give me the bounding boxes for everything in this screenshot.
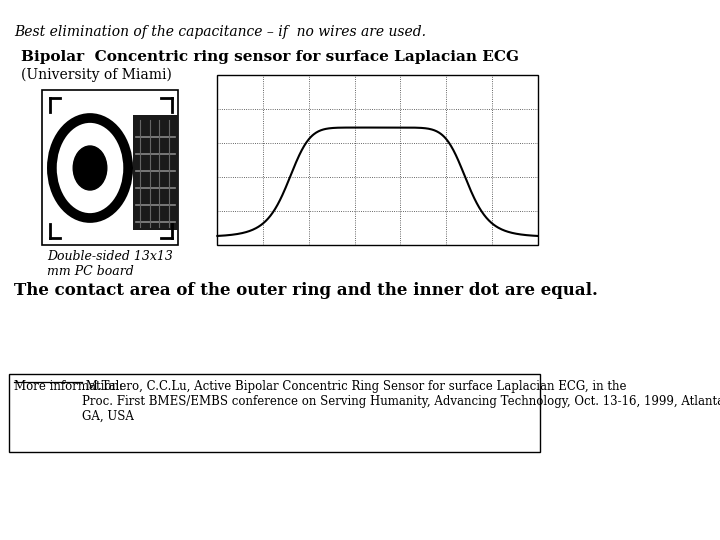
Bar — [9, 374, 540, 452]
Circle shape — [73, 146, 107, 190]
Bar — [133, 115, 178, 230]
Text: M.Talero, C.C.Lu, Active Bipolar Concentric Ring Sensor for surface Laplacian EC: M.Talero, C.C.Lu, Active Bipolar Concent… — [81, 380, 720, 423]
Text: (University of Miami): (University of Miami) — [22, 68, 172, 83]
Text: Double-sided 13x13
mm PC board: Double-sided 13x13 mm PC board — [48, 250, 174, 278]
Bar — [42, 90, 178, 245]
Bar — [217, 75, 538, 245]
Text: Best elimination of the capacitance – if  no wires are used.: Best elimination of the capacitance – if… — [14, 25, 426, 39]
Text: The contact area of the outer ring and the inner dot are equal.: The contact area of the outer ring and t… — [14, 282, 598, 299]
Text: Bipolar  Concentric ring sensor for surface Laplacian ECG: Bipolar Concentric ring sensor for surfa… — [22, 50, 519, 64]
Text: More information:: More information: — [14, 380, 122, 393]
